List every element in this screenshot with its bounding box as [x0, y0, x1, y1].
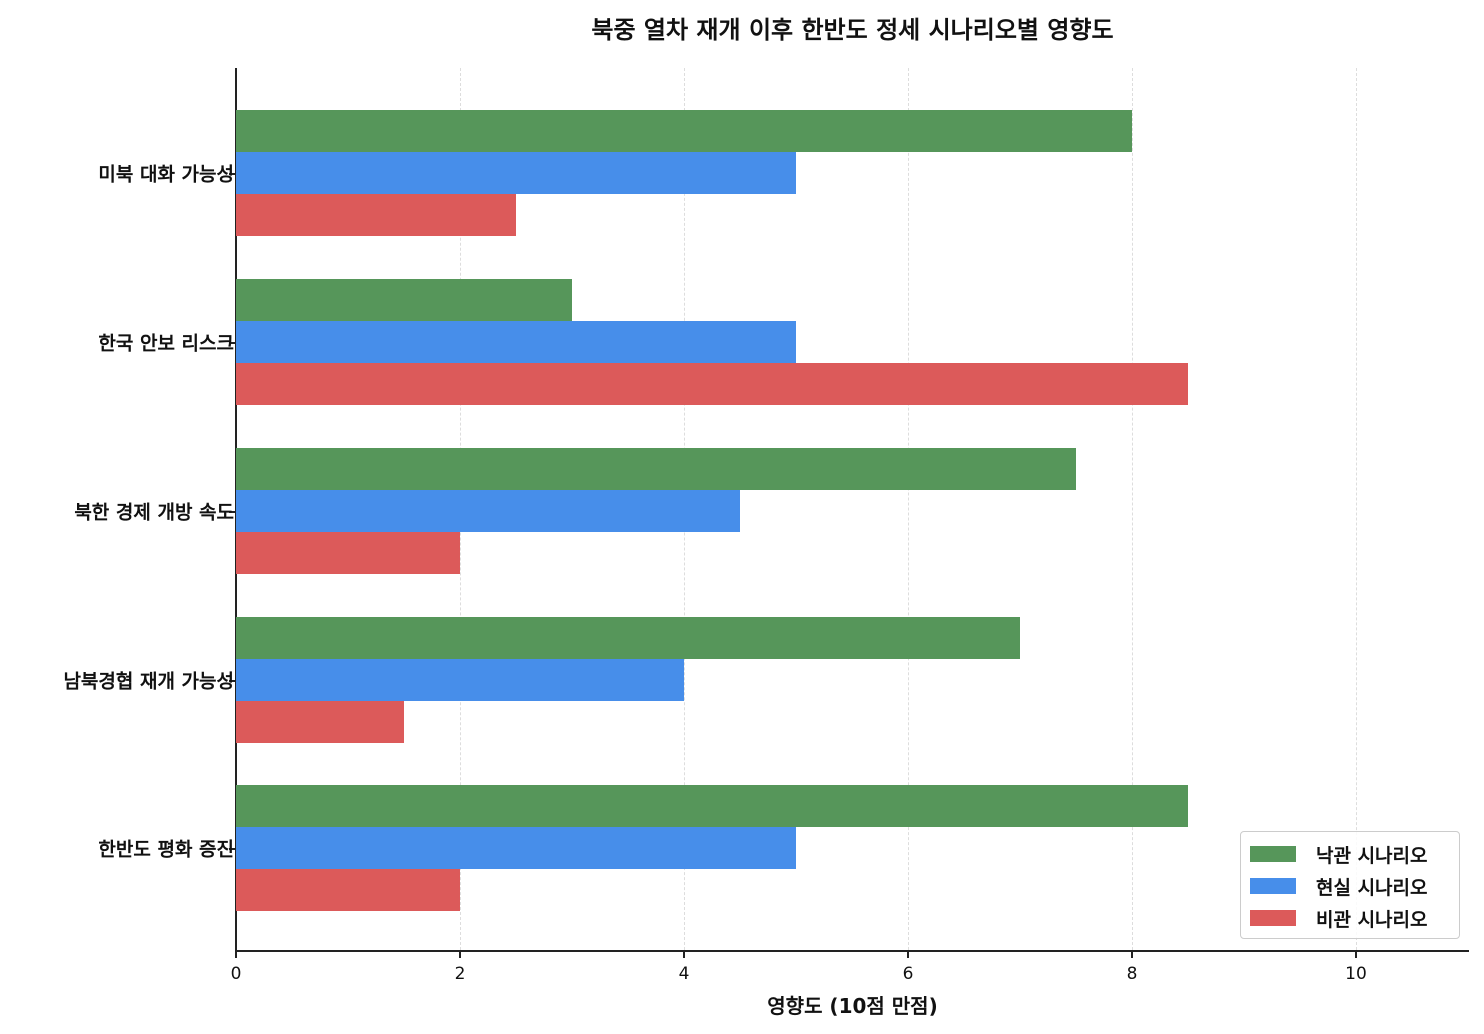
x-tick-label: 10 — [1345, 964, 1367, 984]
y-tick-mark — [229, 173, 236, 175]
y-tick-label: 남북경협 재개 가능성 — [63, 670, 234, 693]
legend-label: 낙관 시나리오 — [1316, 844, 1428, 867]
bar — [236, 701, 404, 743]
y-tick-label: 한국 안보 리스크 — [98, 332, 234, 355]
chart-title: 북중 열차 재개 이후 한반도 정세 시나리오별 영향도 — [591, 16, 1114, 44]
bar — [236, 827, 796, 869]
legend-label: 현실 시나리오 — [1316, 876, 1428, 899]
y-tick-mark — [229, 511, 236, 513]
bar — [236, 869, 460, 911]
x-tick-label: 4 — [678, 964, 690, 984]
bar — [236, 532, 460, 574]
x-tick-mark — [683, 951, 685, 958]
x-tick-mark — [235, 951, 237, 958]
x-tick-label: 0 — [230, 964, 242, 984]
y-tick-mark — [229, 680, 236, 682]
x-axis-line — [235, 950, 1469, 952]
y-tick-mark — [229, 848, 236, 850]
y-tick-label: 미북 대화 가능성 — [98, 163, 234, 186]
x-tick-label: 6 — [902, 964, 914, 984]
x-tick-mark — [459, 951, 461, 958]
bar — [236, 785, 1188, 827]
legend-swatch-pessimistic — [1250, 910, 1296, 926]
x-tick-label: 8 — [1126, 964, 1138, 984]
x-axis-label: 영향도 (10점 만점) — [767, 994, 938, 1018]
x-tick-label: 2 — [454, 964, 466, 984]
gridline — [1132, 68, 1133, 950]
legend-swatch-realistic — [1250, 878, 1296, 894]
y-tick-label: 한반도 평화 증진 — [98, 838, 234, 861]
legend-item-realistic: 현실 시나리오 — [1250, 874, 1428, 899]
bar — [236, 363, 1188, 405]
y-tick-mark — [229, 342, 236, 344]
gridline — [908, 68, 909, 950]
bar — [236, 152, 796, 194]
bar — [236, 617, 1020, 659]
legend-item-optimistic: 낙관 시나리오 — [1250, 842, 1428, 867]
bar — [236, 110, 1132, 152]
bar — [236, 321, 796, 363]
bar — [236, 194, 516, 236]
x-tick-mark — [1131, 951, 1133, 958]
legend-label: 비관 시나리오 — [1316, 908, 1428, 931]
bar — [236, 448, 1076, 490]
x-tick-mark — [1355, 951, 1357, 958]
bar — [236, 279, 572, 321]
legend-swatch-optimistic — [1250, 846, 1296, 862]
x-tick-mark — [907, 951, 909, 958]
bar — [236, 659, 684, 701]
legend: 낙관 시나리오 현실 시나리오 비관 시나리오 — [1240, 831, 1460, 939]
legend-item-pessimistic: 비관 시나리오 — [1250, 906, 1428, 931]
y-tick-label: 북한 경제 개방 속도 — [74, 501, 234, 524]
bar — [236, 490, 740, 532]
gridline — [1356, 68, 1357, 950]
